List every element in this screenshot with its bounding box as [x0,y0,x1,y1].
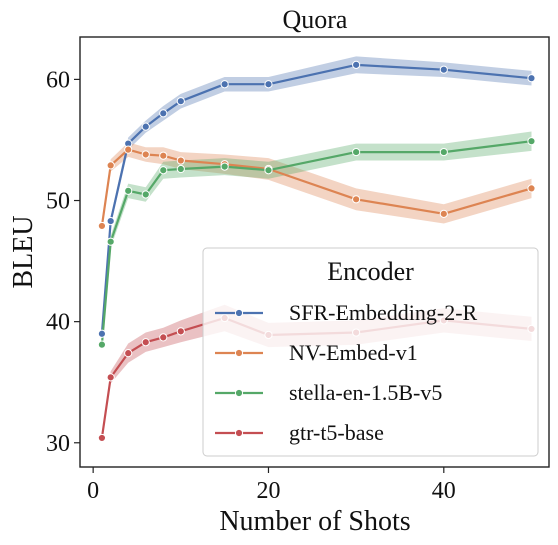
point-gtr-t5-base [176,327,185,336]
point-gtr-t5-base [97,433,107,443]
point-gtr-t5-base [159,333,168,342]
point-sfr-embedding-2-r [264,80,273,89]
point-sfr-embedding-2-r [97,329,107,338]
chart-title: Quora [283,5,348,34]
point-stella-en-1-5b-v5 [220,162,229,171]
y-tick-label: 40 [46,310,70,336]
legend-label-sfr-embedding-2-r: SFR-Embedding-2-R [289,300,478,325]
legend-label-stella-en-1-5b-v5: stella-en-1.5B-v5 [289,380,442,405]
point-stella-en-1-5b-v5 [97,340,107,349]
point-sfr-embedding-2-r [159,109,168,118]
legend-label-nv-embed-v1: NV-Embed-v1 [289,340,418,365]
point-nv-embed-v1 [176,156,185,165]
point-gtr-t5-base [124,349,133,358]
point-sfr-embedding-2-r [141,122,150,131]
point-nv-embed-v1 [106,161,115,170]
point-nv-embed-v1 [527,184,536,193]
legend-label-gtr-t5-base: gtr-t5-base [289,420,384,445]
point-stella-en-1-5b-v5 [527,137,536,146]
legend-marker-nv-embed-v1 [234,348,244,358]
legend-title: Encoder [327,257,414,286]
band-stella-en-1-5b-v5 [101,131,532,350]
y-axis-ticks: 30 40 50 60 [46,67,80,457]
point-gtr-t5-base [106,373,115,382]
y-tick-label: 60 [46,67,70,93]
point-gtr-t5-base [141,338,150,347]
point-nv-embed-v1 [352,195,361,204]
point-stella-en-1-5b-v5 [106,237,115,246]
x-axis-ticks: 0 20 40 [87,467,456,504]
plot-frame [79,36,550,468]
point-nv-embed-v1 [97,221,107,231]
point-stella-en-1-5b-v5 [352,147,361,157]
x-tick-label: 20 [256,478,280,504]
point-sfr-embedding-2-r [220,80,229,89]
point-nv-embed-v1 [439,209,448,218]
point-sfr-embedding-2-r [176,97,185,106]
legend-marker-gtr-t5-base [234,428,244,438]
point-nv-embed-v1 [141,150,150,159]
legend-marker-stella-en-1-5b-v5 [234,388,244,398]
point-stella-en-1-5b-v5 [159,166,168,175]
legend-items: SFR-Embedding-2-R NV-Embed-v1 stella-en-1.… [215,300,478,445]
legend: Encoder SFR-Embedding-2-R NV-Embed-v1 stel… [202,247,539,457]
y-tick-label: 30 [46,431,70,457]
point-stella-en-1-5b-v5 [439,147,448,157]
legend-marker-sfr-embedding-2-r [234,308,244,318]
x-tick-label: 0 [87,478,99,504]
point-sfr-embedding-2-r [106,217,115,226]
x-axis-label: Number of Shots [219,506,410,537]
x-tick-label: 40 [432,478,456,504]
point-stella-en-1-5b-v5 [264,166,273,175]
point-nv-embed-v1 [124,145,133,154]
point-sfr-embedding-2-r [439,65,448,74]
y-tick-label: 50 [46,189,70,215]
point-nv-embed-v1 [159,151,168,160]
legend-box [202,247,539,457]
point-sfr-embedding-2-r [527,74,536,83]
point-stella-en-1-5b-v5 [176,164,185,174]
y-axis-label: BLEU [8,215,39,288]
point-stella-en-1-5b-v5 [124,186,133,195]
point-sfr-embedding-2-r [352,60,361,69]
point-stella-en-1-5b-v5 [141,190,150,199]
